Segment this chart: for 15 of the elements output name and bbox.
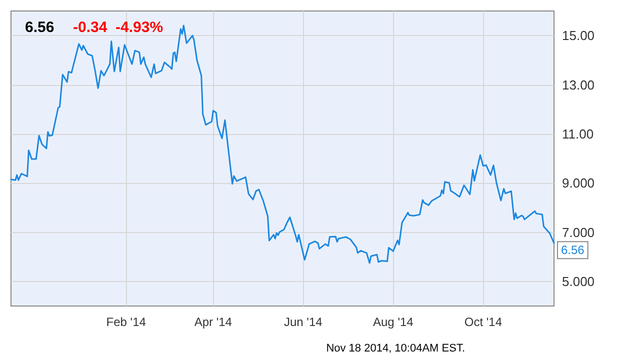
text: 6.56 — [25, 19, 54, 36]
x-tick-label: Feb '14 — [106, 315, 146, 329]
y-tick-label: 9.000 — [562, 176, 595, 191]
x-tick-label: Aug '14 — [373, 315, 414, 329]
y-tick-label: 7.000 — [562, 224, 595, 240]
y-tick-label: 11.00 — [562, 126, 594, 142]
y-tick-label: 5.000 — [562, 274, 595, 289]
x-tick-label: Jun '14 — [284, 315, 323, 329]
text: -0.34 -4.93% — [73, 19, 164, 36]
y-tick-label: 15.00 — [562, 28, 595, 44]
y-tick-label: 13.00 — [562, 77, 595, 92]
x-tick-label: Apr '14 — [194, 315, 232, 329]
x-tick-label: Oct '14 — [464, 315, 502, 329]
annotation: 6.56 — [561, 243, 585, 258]
text: Nov 18 2014, 10:04AM EST. — [326, 342, 466, 354]
